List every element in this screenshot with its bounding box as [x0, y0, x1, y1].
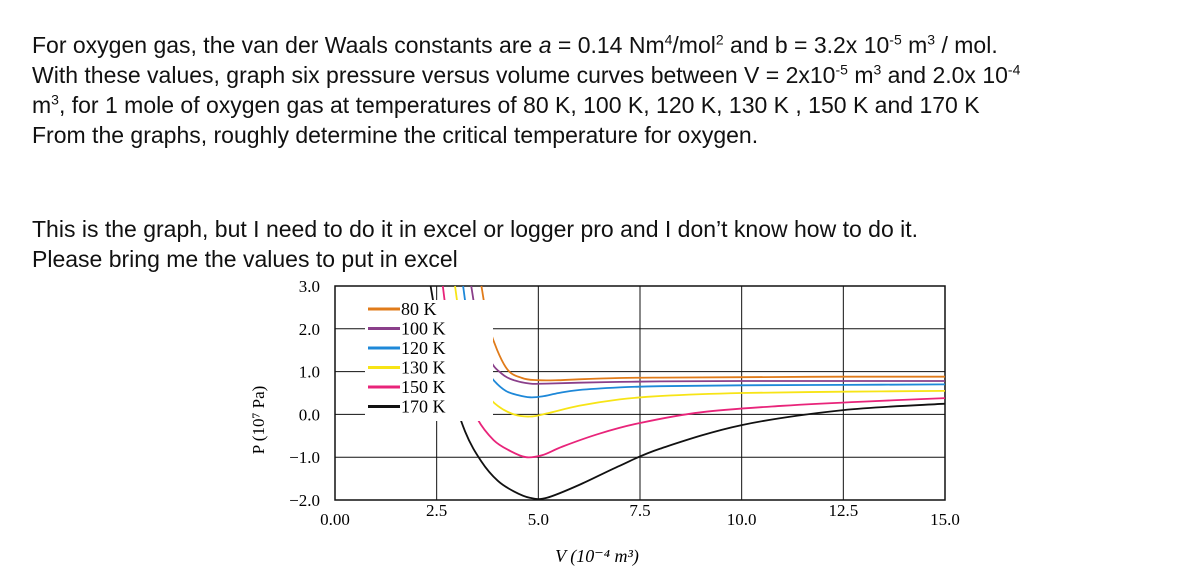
- request-text: This is the graph, but I need to do it i…: [32, 214, 1182, 274]
- chart-tick-labels: 0.00 2.5 5.0 7.5 10.0 12.5 15.0 3.0 2.0 1.0 0.0 −1.…: [289, 278, 960, 529]
- question-line-3: m3, for 1 mole of oxygen gas at temperat…: [32, 91, 980, 118]
- y-tick-label: 3.0: [299, 278, 320, 296]
- chart-curves: [429, 285, 945, 500]
- question-line-1: For oxygen gas, the van der Waals consta…: [32, 31, 998, 58]
- question-line-4: From the graphs, roughly determine the c…: [32, 122, 759, 148]
- y-axis-label: P (10⁷ Pa): [249, 386, 268, 455]
- legend-label: 130 K: [401, 358, 446, 378]
- request-line-1: This is the graph, but I need to do it i…: [32, 216, 919, 242]
- x-axis-label: V (10⁻⁴ m³): [555, 546, 639, 567]
- y-tick-label: 1.0: [299, 363, 320, 382]
- x-tick-label: 7.5: [629, 501, 650, 520]
- series-line: [480, 285, 945, 382]
- legend-label: 170 K: [401, 397, 446, 417]
- legend-label: 120 K: [401, 338, 446, 358]
- legend-label: 100 K: [401, 319, 446, 339]
- x-tick-label: 2.5: [426, 501, 447, 520]
- y-tick-label: −2.0: [289, 491, 320, 510]
- x-tick-label: 5.0: [528, 510, 549, 529]
- x-tick-label: 10.0: [727, 510, 757, 529]
- x-tick-label: 15.0: [930, 510, 960, 529]
- legend-label: 150 K: [401, 377, 446, 397]
- y-tick-label: −1.0: [289, 448, 320, 467]
- question-line-2: With these values, graph six pressure ve…: [32, 61, 1021, 88]
- legend-background: [365, 300, 493, 421]
- legend-label: 80 K: [401, 299, 437, 319]
- question-text: For oxygen gas, the van der Waals consta…: [32, 30, 1182, 150]
- x-tick-label: 0.00: [320, 510, 350, 529]
- request-line-2: Please bring me the values to put in exc…: [32, 246, 458, 272]
- x-tick-label: 12.5: [828, 501, 858, 520]
- y-tick-label: 0.0: [299, 405, 320, 424]
- series-line: [470, 285, 945, 385]
- y-tick-label: 2.0: [299, 320, 320, 339]
